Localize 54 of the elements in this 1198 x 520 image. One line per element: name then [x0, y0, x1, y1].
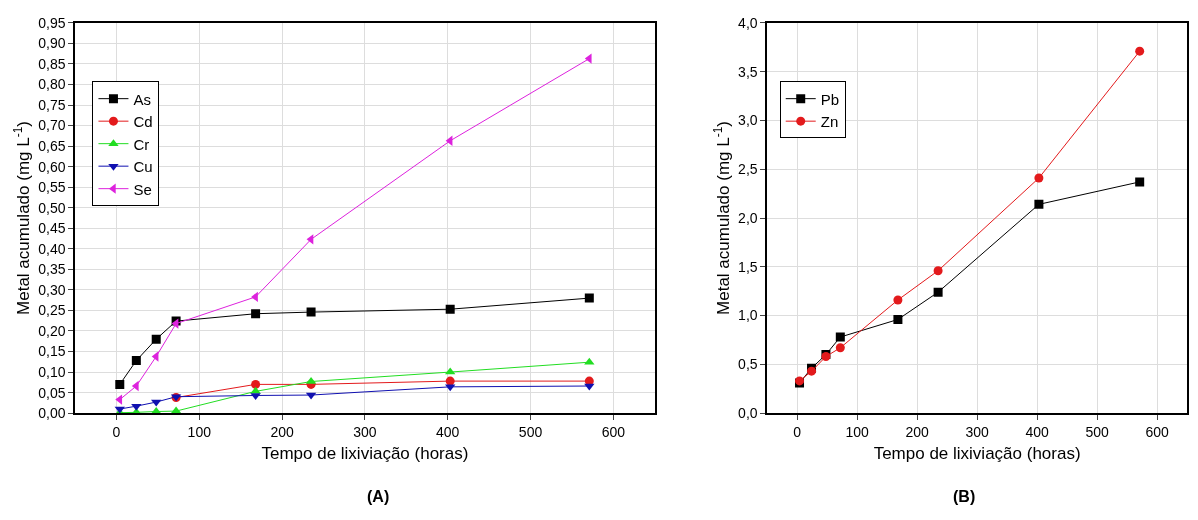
y-tick-label: 0,30 — [38, 281, 66, 298]
y-tick-label: 0,35 — [38, 261, 66, 278]
y-tick-label: 1,0 — [738, 307, 758, 324]
legend-label: Zn — [820, 113, 839, 131]
legend-label: Se — [133, 180, 152, 198]
x-tick-label: 600 — [601, 423, 626, 440]
text: (B) — [953, 488, 976, 505]
x-tick-label: 100 — [845, 423, 869, 440]
y-tick-label: 0,25 — [38, 302, 66, 319]
y-tick-label: 0,80 — [38, 76, 66, 93]
legend-label: Cd — [133, 113, 153, 131]
y-tick-label: 0,65 — [38, 138, 66, 155]
x-tick-label: 600 — [1145, 423, 1169, 440]
y-tick-label: 0,85 — [38, 55, 66, 72]
x-tick-label: 400 — [436, 423, 460, 440]
text: (A) — [367, 488, 390, 505]
y-tick-label: 4,0 — [738, 14, 758, 31]
x-tick-label: 0 — [112, 423, 121, 440]
y-tick-label: 3,0 — [738, 112, 758, 129]
x-tick-label: 0 — [793, 423, 802, 440]
y-tick-label: 0,90 — [38, 35, 66, 52]
legend-label: Pb — [820, 90, 840, 108]
y-tick-label: 0,10 — [38, 363, 66, 380]
y-tick-label: 0,5 — [738, 356, 758, 373]
y-tick-label: 0,00 — [38, 405, 66, 422]
x-tick-label: 500 — [1085, 423, 1109, 440]
y-tick-label: 0,20 — [38, 322, 66, 339]
y-tick-label: 0,50 — [38, 199, 66, 216]
y-tick-label: 1,5 — [738, 258, 758, 275]
x-tick-label: 300 — [353, 423, 377, 440]
legend-label: As — [133, 90, 151, 108]
y-tick-label: 0,15 — [38, 343, 66, 360]
y-tick-label: 0,45 — [38, 220, 66, 237]
y-tick-label: 0,0 — [738, 405, 758, 422]
y-tick-label: 0,60 — [38, 158, 66, 175]
y-tick-label: 0,95 — [38, 14, 66, 31]
y-tick-label: 0,70 — [38, 117, 66, 134]
y-tick-label: 0,40 — [38, 240, 66, 257]
y-tick-label: 2,5 — [738, 161, 758, 178]
x-tick-label: 300 — [965, 423, 989, 440]
x-tick-label: 100 — [187, 423, 212, 440]
x-tick-label: 500 — [518, 423, 543, 440]
y-tick-label: 0,75 — [38, 96, 66, 113]
x-tick-label: 200 — [270, 423, 294, 440]
x-axis-title: Tempo de lixiviação (horas) — [873, 443, 1081, 463]
y-tick-label: 0,55 — [38, 179, 66, 196]
x-axis-title: Tempo de lixiviação (horas) — [261, 443, 469, 463]
y-tick-label: 3,5 — [738, 63, 758, 80]
x-tick-label: 200 — [905, 423, 929, 440]
legend-label: Cu — [133, 158, 153, 176]
y-tick-label: 2,0 — [738, 209, 758, 226]
legend-label: Cr — [133, 135, 150, 153]
x-tick-label: 400 — [1025, 423, 1049, 440]
y-tick-label: 0,05 — [38, 384, 66, 401]
